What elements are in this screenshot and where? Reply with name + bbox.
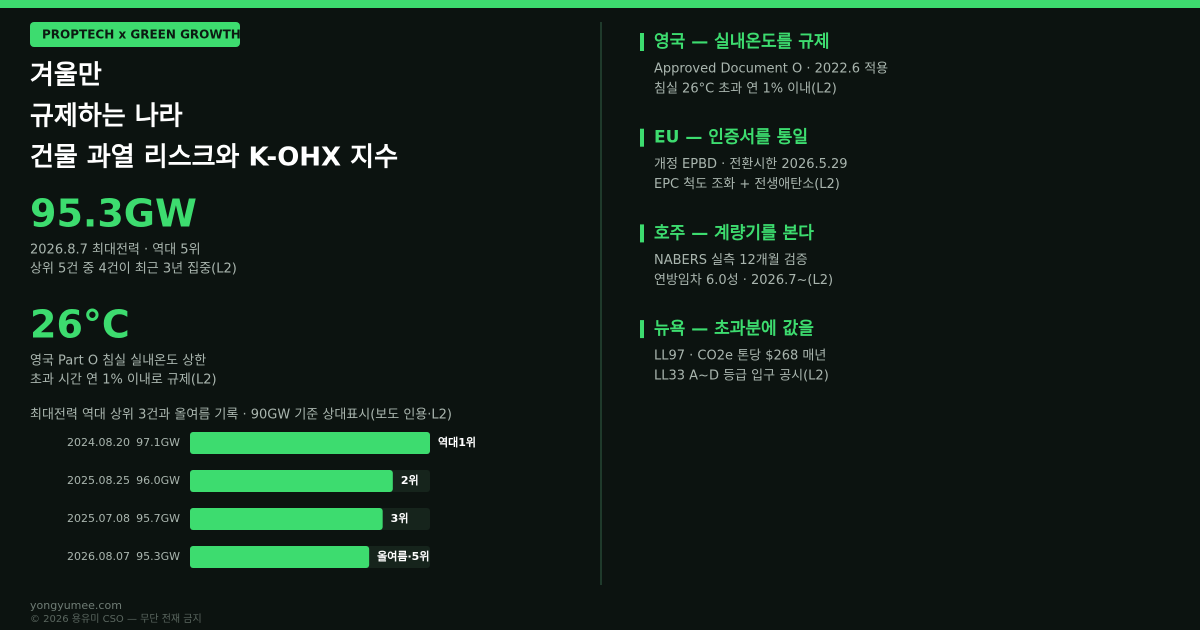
- stat-caption: 상위 5건 중 4건이 최근 3년 집중(L2): [30, 262, 237, 277]
- section-line: EPC 척도 조화 + 전생애탄소(L2): [654, 177, 840, 192]
- category-label: 2025.07.08: [67, 512, 130, 525]
- bar: [190, 508, 383, 530]
- section-marker: [640, 128, 644, 147]
- section-heading: 호주 — 계량기를 본다: [654, 223, 814, 243]
- bar-annotation: 2위: [401, 474, 419, 487]
- category-label: 2026.08.07: [67, 550, 130, 563]
- section-marker: [640, 33, 644, 51]
- section-line: LL33 A~D 등급 입구 공시(L2): [654, 369, 829, 384]
- chart-title: 최대전력 역대 상위 3건과 올여름 기록 · 90GW 기준 상대표시(보도 …: [30, 408, 452, 423]
- bar-annotation: 역대1위: [438, 435, 476, 449]
- section-line: LL97 · CO2e 톤당 $268 매년: [654, 349, 826, 364]
- category-label: 2025.08.25: [67, 474, 130, 487]
- section-heading: 뉴욕 — 초과분에 값을: [654, 319, 814, 339]
- stat-value: 26°C: [30, 303, 130, 347]
- stat-caption: 초과 시간 연 1% 이내로 규제(L2): [30, 373, 217, 388]
- category-label: 2024.08.20: [67, 436, 130, 449]
- value-label: 95.3GW: [136, 550, 180, 563]
- section-line: NABERS 실측 12개월 검증: [654, 253, 808, 268]
- bar-annotation: 3위: [391, 512, 409, 525]
- section-heading: EU — 인증서를 통일: [654, 128, 808, 148]
- title-line: 건물 과열 리스크와 K-OHX 지수: [30, 143, 398, 173]
- section-line: 침실 26°C 초과 연 1% 이내(L2): [654, 82, 837, 97]
- bar: [190, 546, 370, 568]
- value-label: 96.0GW: [136, 474, 180, 487]
- badge: [30, 22, 240, 47]
- section-line: Approved Document O · 2022.6 적용: [654, 62, 888, 77]
- badge-text: PROPTECH x GREEN GROWTH: [42, 28, 241, 42]
- section-heading: 영국 — 실내온도를 규제: [654, 32, 830, 52]
- section-marker: [640, 320, 644, 339]
- bar: [190, 470, 393, 492]
- section-marker: [640, 224, 644, 243]
- section-line: 개정 EPBD · 전환시한 2026.5.29: [654, 157, 848, 172]
- value-label: 97.1GW: [136, 436, 180, 449]
- bar-annotation: 올여름·5위: [377, 549, 429, 563]
- footer-site: yongyumee.com: [30, 599, 122, 612]
- stat-caption: 2026.8.7 최대전력 · 역대 5위: [30, 243, 201, 258]
- bar: [190, 432, 430, 454]
- title-line: 규제하는 나라: [30, 102, 183, 132]
- stat-value: 95.3GW: [30, 192, 197, 236]
- value-label: 95.7GW: [136, 512, 180, 525]
- top-bar: [0, 0, 1200, 8]
- section-line: 연방임차 6.0성 · 2026.7~(L2): [654, 273, 833, 288]
- footer-copyright: © 2026 용유미 CSO — 무단 전재 금지: [30, 613, 202, 625]
- stat-caption: 영국 Part O 침실 실내온도 상한: [30, 354, 206, 369]
- title-line: 겨울만: [30, 61, 102, 91]
